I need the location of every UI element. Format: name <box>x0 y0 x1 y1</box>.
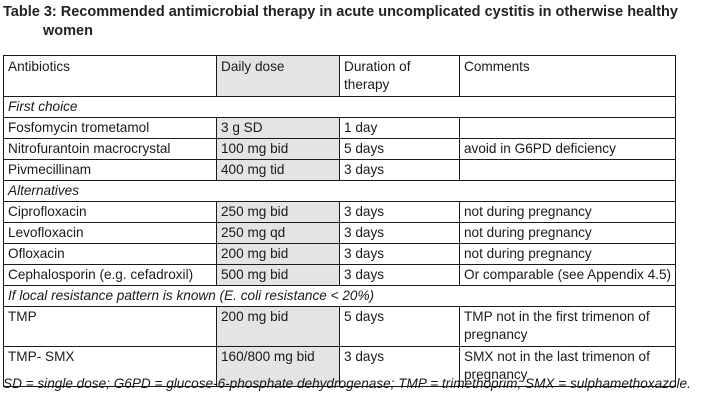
table-footnote: SD = single dose; G6PD = glucose-6-phosp… <box>3 376 691 391</box>
cell-dose: 200 mg bid <box>216 306 340 347</box>
cell-comment: not during pregnancy <box>458 222 677 244</box>
cell-antibiotic: Pivmecillinam <box>3 159 217 181</box>
cell-antibiotic: TMP- SMX <box>3 346 217 387</box>
table-row: Ciprofloxacin 250 mg bid 3 days not duri… <box>3 201 677 223</box>
table-row: Nitrofurantoin macrocrystal 100 mg bid 5… <box>3 138 677 160</box>
cell-comment: not during pregnancy <box>458 243 677 265</box>
cell-duration: 3 days <box>339 201 460 223</box>
header-comments: Comments <box>458 55 677 97</box>
cell-dose: 500 mg bid <box>216 264 340 286</box>
cell-duration: 1 day <box>339 117 460 139</box>
section-row-first-choice: First choice <box>2 96 677 118</box>
cell-duration: 5 days <box>339 306 460 347</box>
cell-comment: Or comparable (see Appendix 4.5) <box>458 264 677 286</box>
cell-antibiotic: Fosfomycin trometamol <box>3 117 217 139</box>
cell-duration: 3 days <box>339 243 460 265</box>
cell-comment: TMP not in the first trimenon of pregnan… <box>458 306 677 347</box>
table-row: Cephalosporin (e.g. cefadroxil) 500 mg b… <box>3 264 677 286</box>
cell-dose: 250 mg qd <box>216 222 340 244</box>
cell-comment <box>458 117 677 139</box>
section-label-first-choice: First choice <box>2 96 677 118</box>
table-row: TMP 200 mg bid 5 days TMP not in the fir… <box>3 306 677 347</box>
table-row: Fosfomycin trometamol 3 g SD 1 day <box>3 117 677 139</box>
cell-duration: 3 days <box>339 346 460 387</box>
cell-dose: 200 mg bid <box>216 243 340 265</box>
section-row-resistance: If local resistance pattern is known (E.… <box>2 285 677 307</box>
cell-comment <box>458 159 677 181</box>
cell-dose: 160/800 mg bid <box>216 346 340 387</box>
cell-antibiotic: Ofloxacin <box>3 243 217 265</box>
cell-antibiotic: Cephalosporin (e.g. cefadroxil) <box>3 264 217 286</box>
antimicrobial-therapy-table: Antibiotics Daily dose Duration of thera… <box>2 55 677 387</box>
cell-dose: 100 mg bid <box>216 138 340 160</box>
cell-comment: SMX not in the last trimenon of pregnanc… <box>458 346 677 387</box>
table-row: Ofloxacin 200 mg bid 3 days not during p… <box>3 243 677 265</box>
cell-duration: 5 days <box>339 138 460 160</box>
cell-dose: 400 mg tid <box>216 159 340 181</box>
table-row: Pivmecillinam 400 mg tid 3 days <box>3 159 677 181</box>
header-duration: Duration of therapy <box>339 55 460 97</box>
cell-duration: 3 days <box>339 264 460 286</box>
table-title-line2: women <box>43 23 93 39</box>
cell-duration: 3 days <box>339 222 460 244</box>
cell-antibiotic: TMP <box>3 306 217 347</box>
section-label-alternatives: Alternatives <box>2 180 677 202</box>
cell-antibiotic: Levofloxacin <box>3 222 217 244</box>
cell-dose: 250 mg bid <box>216 201 340 223</box>
cell-antibiotic: Ciprofloxacin <box>3 201 217 223</box>
table-title-line1: Table 3: Recommended antimicrobial thera… <box>3 4 678 20</box>
cell-duration: 3 days <box>339 159 460 181</box>
cell-comment: not during pregnancy <box>458 201 677 223</box>
table-header-row: Antibiotics Daily dose Duration of thera… <box>3 55 677 97</box>
section-row-alternatives: Alternatives <box>2 180 677 202</box>
table-title: Table 3: Recommended antimicrobial thera… <box>3 3 693 41</box>
section-label-resistance: If local resistance pattern is known (E.… <box>2 285 677 307</box>
cell-antibiotic: Nitrofurantoin macrocrystal <box>3 138 217 160</box>
cell-comment: avoid in G6PD deficiency <box>458 138 677 160</box>
table-row: TMP- SMX 160/800 mg bid 3 days SMX not i… <box>3 346 677 387</box>
table-row: Levofloxacin 250 mg qd 3 days not during… <box>3 222 677 244</box>
cell-dose: 3 g SD <box>216 117 340 139</box>
header-antibiotics: Antibiotics <box>3 55 217 97</box>
header-daily-dose: Daily dose <box>216 55 340 97</box>
